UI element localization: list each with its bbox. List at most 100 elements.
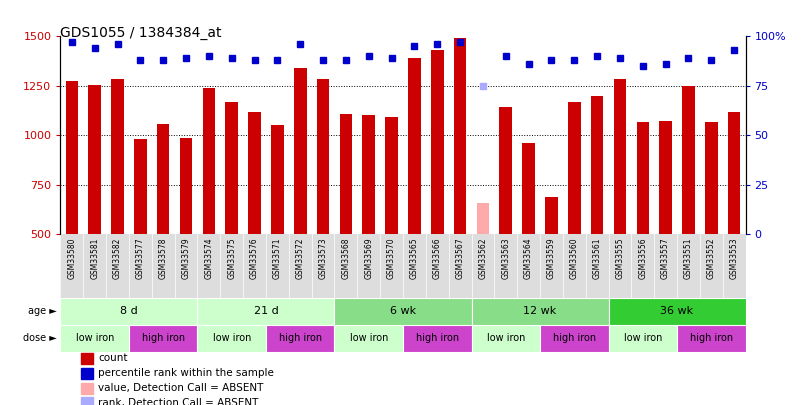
Text: GSM33579: GSM33579 <box>181 237 190 279</box>
Text: GSM33563: GSM33563 <box>501 237 510 279</box>
Text: GSM33570: GSM33570 <box>387 237 396 279</box>
Text: GSM33569: GSM33569 <box>364 237 373 279</box>
Text: 12 wk: 12 wk <box>523 306 557 316</box>
Text: high iron: high iron <box>416 333 459 343</box>
FancyBboxPatch shape <box>60 325 129 352</box>
Bar <box>248 112 261 234</box>
Bar <box>591 96 604 234</box>
Text: GSM33567: GSM33567 <box>455 237 464 279</box>
Bar <box>294 68 306 234</box>
Text: GSM33575: GSM33575 <box>227 237 236 279</box>
Bar <box>431 50 443 234</box>
FancyBboxPatch shape <box>609 298 746 325</box>
Bar <box>568 102 580 234</box>
Text: low iron: low iron <box>76 333 114 343</box>
FancyBboxPatch shape <box>197 298 334 325</box>
FancyBboxPatch shape <box>540 325 609 352</box>
Bar <box>81 353 93 364</box>
Text: GSM33580: GSM33580 <box>68 237 77 279</box>
FancyBboxPatch shape <box>472 298 609 325</box>
Text: GSM33562: GSM33562 <box>479 237 488 279</box>
Bar <box>271 126 284 234</box>
Text: GSM33557: GSM33557 <box>661 237 670 279</box>
Text: high iron: high iron <box>279 333 322 343</box>
Text: percentile rank within the sample: percentile rank within the sample <box>98 368 274 378</box>
Text: 36 wk: 36 wk <box>660 306 694 316</box>
Text: GSM33553: GSM33553 <box>729 237 738 279</box>
Bar <box>476 202 489 234</box>
Text: high iron: high iron <box>142 333 185 343</box>
Bar <box>613 79 626 234</box>
Text: 8 d: 8 d <box>120 306 138 316</box>
Bar <box>134 139 147 234</box>
Text: GSM33551: GSM33551 <box>684 237 693 279</box>
Bar <box>545 197 558 234</box>
FancyBboxPatch shape <box>472 325 540 352</box>
FancyBboxPatch shape <box>197 325 266 352</box>
Text: GSM33556: GSM33556 <box>638 237 647 279</box>
Text: low iron: low iron <box>487 333 525 343</box>
Text: high iron: high iron <box>690 333 733 343</box>
Bar <box>385 117 398 234</box>
Bar <box>408 58 421 234</box>
Text: GSM33574: GSM33574 <box>205 237 214 279</box>
FancyBboxPatch shape <box>334 325 403 352</box>
FancyBboxPatch shape <box>677 325 746 352</box>
Text: GSM33582: GSM33582 <box>113 237 122 279</box>
Bar <box>522 143 535 234</box>
FancyBboxPatch shape <box>609 325 677 352</box>
Text: 21 d: 21 d <box>254 306 278 316</box>
Text: GSM33568: GSM33568 <box>342 237 351 279</box>
Text: 6 wk: 6 wk <box>390 306 416 316</box>
Bar <box>728 112 741 234</box>
Bar <box>705 122 717 234</box>
Text: GSM33555: GSM33555 <box>616 237 625 279</box>
Text: low iron: low iron <box>350 333 388 343</box>
Bar <box>317 79 330 234</box>
Text: GSM33571: GSM33571 <box>273 237 282 279</box>
Text: GSM33576: GSM33576 <box>250 237 259 279</box>
Text: GDS1055 / 1384384_at: GDS1055 / 1384384_at <box>60 26 222 40</box>
Text: dose ►: dose ► <box>23 333 57 343</box>
Bar <box>682 86 695 234</box>
Bar <box>180 139 193 234</box>
Bar <box>500 107 512 234</box>
Bar <box>111 79 124 234</box>
Text: value, Detection Call = ABSENT: value, Detection Call = ABSENT <box>98 383 264 393</box>
Bar <box>454 38 467 234</box>
Text: rank, Detection Call = ABSENT: rank, Detection Call = ABSENT <box>98 398 259 405</box>
FancyBboxPatch shape <box>266 325 334 352</box>
Text: GSM33552: GSM33552 <box>707 237 716 279</box>
Bar <box>157 124 169 234</box>
Text: GSM33560: GSM33560 <box>570 237 579 279</box>
Bar <box>202 88 215 234</box>
Text: low iron: low iron <box>213 333 251 343</box>
Text: GSM33564: GSM33564 <box>524 237 533 279</box>
Text: GSM33561: GSM33561 <box>592 237 601 279</box>
Bar <box>226 102 238 234</box>
Text: GSM33577: GSM33577 <box>136 237 145 279</box>
FancyBboxPatch shape <box>129 325 197 352</box>
Text: age ►: age ► <box>28 306 57 316</box>
Bar <box>65 81 78 234</box>
Bar <box>363 115 375 234</box>
Bar <box>81 383 93 394</box>
Text: GSM33581: GSM33581 <box>90 237 99 279</box>
Bar <box>89 85 101 234</box>
Text: low iron: low iron <box>624 333 662 343</box>
FancyBboxPatch shape <box>403 325 472 352</box>
Text: count: count <box>98 354 127 363</box>
Text: GSM33566: GSM33566 <box>433 237 442 279</box>
Text: GSM33565: GSM33565 <box>410 237 419 279</box>
Bar <box>81 397 93 405</box>
Bar <box>659 122 672 234</box>
Bar <box>637 122 649 234</box>
Text: GSM33572: GSM33572 <box>296 237 305 279</box>
Text: GSM33559: GSM33559 <box>547 237 556 279</box>
Text: GSM33578: GSM33578 <box>159 237 168 279</box>
Text: GSM33573: GSM33573 <box>318 237 327 279</box>
Bar <box>81 368 93 379</box>
Bar <box>339 113 352 234</box>
FancyBboxPatch shape <box>334 298 472 325</box>
Text: high iron: high iron <box>553 333 596 343</box>
